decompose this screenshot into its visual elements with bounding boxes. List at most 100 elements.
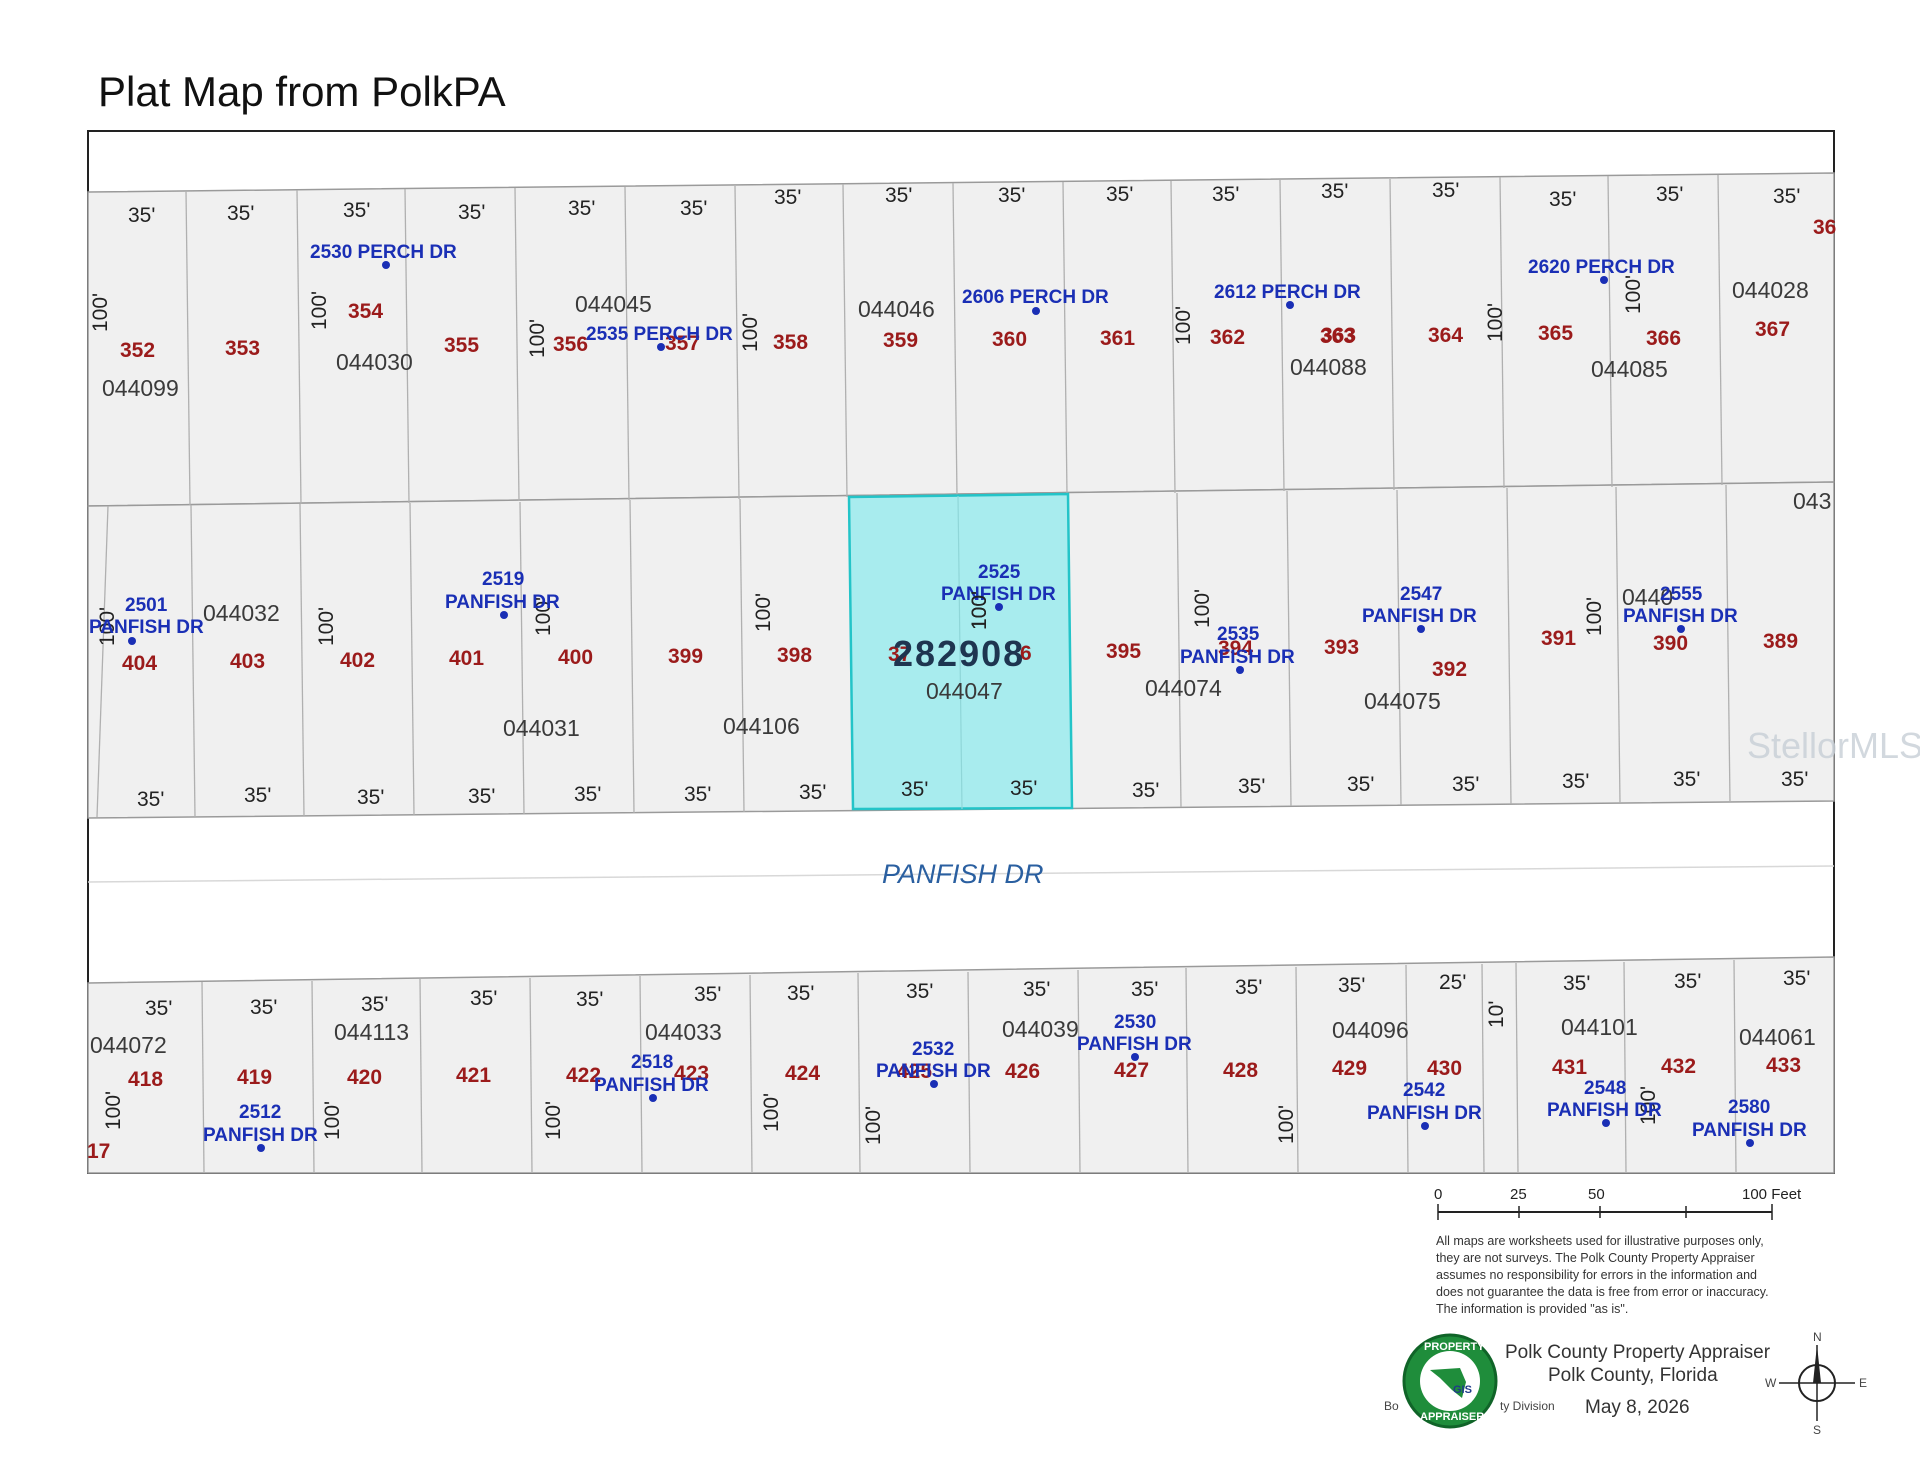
address-number: 2542 <box>1403 1080 1445 1101</box>
dim-label: 35' <box>1656 183 1683 206</box>
dim-label: 35' <box>468 785 495 808</box>
address-point <box>995 603 1003 611</box>
dim-label: 35' <box>250 996 277 1019</box>
address-number: 2535 <box>1217 624 1260 645</box>
mid-parcel-ids: 044032 044031 044106 044074 044075 0440 <box>203 584 1673 741</box>
dim-label: 35' <box>694 983 721 1006</box>
highlight-address-number: 2525 <box>978 562 1021 583</box>
map-line <box>1607 175 1613 488</box>
parcel-id: 044075 <box>1364 688 1441 714</box>
map-line <box>749 974 753 1174</box>
dim-label: 35' <box>458 201 485 224</box>
dim-label: 35' <box>1106 183 1133 206</box>
parcel-id: 044033 <box>645 1019 722 1045</box>
map-line <box>1623 961 1627 1174</box>
address-street: PANFISH DR <box>876 1061 991 1082</box>
map-line <box>1176 492 1182 808</box>
lot-number: 364 <box>1428 324 1463 347</box>
agency-fragment: ty Division <box>1500 1399 1555 1413</box>
dim-label: 35' <box>998 184 1025 207</box>
map-line <box>404 188 410 504</box>
address-point <box>1417 625 1425 633</box>
map-line <box>1717 174 1723 486</box>
address-point <box>1602 1119 1610 1127</box>
edge-fragment: 37 <box>888 643 911 666</box>
dim-label: 100' <box>89 293 112 332</box>
compass-rose-icon: N S E W <box>1765 1330 1867 1437</box>
parcel-id: 044032 <box>203 600 280 626</box>
dim-label: 35' <box>799 781 826 804</box>
map-line <box>299 503 305 817</box>
disclaimer: All maps are worksheets used for illustr… <box>1436 1234 1769 1316</box>
map-line <box>1405 964 1409 1174</box>
map-line <box>1481 963 1485 1174</box>
map-line <box>190 504 196 818</box>
dim-label: 100' <box>315 607 338 646</box>
map-line <box>1062 181 1068 495</box>
lot-number: 433 <box>1766 1054 1801 1077</box>
mid-lot-numbers: 404 403 402 401 400 399 398 395 394 393 … <box>122 488 1831 681</box>
scale-label: 0 <box>1434 1186 1442 1203</box>
parcel-id: 044045 <box>575 291 652 317</box>
parcel-id: 044113 <box>334 1019 409 1045</box>
dim-label: 100' <box>862 1106 885 1145</box>
lot-number: 389 <box>1763 630 1798 653</box>
map-line <box>529 977 533 1174</box>
address-point <box>1421 1122 1429 1130</box>
dim-label: 100' <box>102 1091 125 1130</box>
address-number: 2519 <box>482 569 524 590</box>
highlight-parcel-id: 044047 <box>926 678 1003 704</box>
dim-label: 100' <box>1172 306 1195 345</box>
address-number: 2548 <box>1584 1078 1626 1099</box>
dim-label: 35' <box>906 980 933 1003</box>
edge-fragment: 6 <box>1020 642 1032 665</box>
dim-label: 35' <box>1674 970 1701 993</box>
watermark: StellorMLS <box>1747 725 1920 766</box>
map-line <box>1295 966 1299 1174</box>
scale-label: 100 Feet <box>1742 1186 1802 1203</box>
dim-label: 35' <box>145 997 172 1020</box>
address-street: PANFISH DR <box>1367 1103 1482 1124</box>
parcel-id: 044046 <box>858 296 935 322</box>
map-line <box>1389 178 1395 491</box>
lot-number: 428 <box>1223 1059 1258 1082</box>
edge-fragment: 36 <box>1813 216 1836 239</box>
dim-label: 35' <box>1338 974 1365 997</box>
disclaimer-line: The information is provided "as is". <box>1436 1302 1628 1316</box>
address-point <box>128 637 136 645</box>
dim-label: 35' <box>1023 978 1050 1001</box>
appraiser-logo: PROPERTY APPRAISER GIS <box>1402 1333 1498 1429</box>
lot-number: 418 <box>128 1068 163 1091</box>
dim-label: 100' <box>542 1101 565 1140</box>
dim-label: 100' <box>1622 275 1645 314</box>
map-line <box>409 502 415 816</box>
bottom-lot-numbers: 418 419 420 421 422 423 424 425 426 427 … <box>87 1054 1801 1163</box>
map-line <box>1515 962 1519 1174</box>
map-line <box>519 501 525 815</box>
dim-label: 100' <box>1583 597 1606 636</box>
scale-label: 50 <box>1588 1186 1605 1203</box>
logo-text-bottom: APPRAISER <box>1420 1411 1484 1423</box>
compass-w: W <box>1765 1376 1777 1390</box>
dim-label: 35' <box>1010 777 1037 800</box>
compass-e: E <box>1859 1376 1867 1390</box>
map-line <box>1499 176 1505 489</box>
map-line <box>1725 484 1731 803</box>
map-line <box>185 190 191 506</box>
florida-shape-icon <box>1430 1368 1466 1398</box>
lot-number: 419 <box>237 1066 272 1089</box>
lot-number: 394 <box>1218 637 1253 660</box>
address-street: PANFISH DR <box>1362 606 1477 627</box>
address-point <box>657 343 665 351</box>
top-parcel-ids: 044099 044030 044045 044046 044088 04408… <box>102 277 1809 401</box>
address-number: 2501 <box>125 595 168 616</box>
dim-label: 35' <box>680 197 707 220</box>
address-street: PANFISH DR <box>1180 647 1295 668</box>
address-point <box>382 261 390 269</box>
dim-label: 35' <box>128 204 155 227</box>
street-label: PANFISH DR <box>882 859 1044 889</box>
top-lot-numbers: 352 353 354 355 356 357 358 359 360 361 … <box>120 216 1836 362</box>
dim-label: 100' <box>526 319 549 358</box>
address-street: PANFISH DR <box>203 1125 318 1146</box>
